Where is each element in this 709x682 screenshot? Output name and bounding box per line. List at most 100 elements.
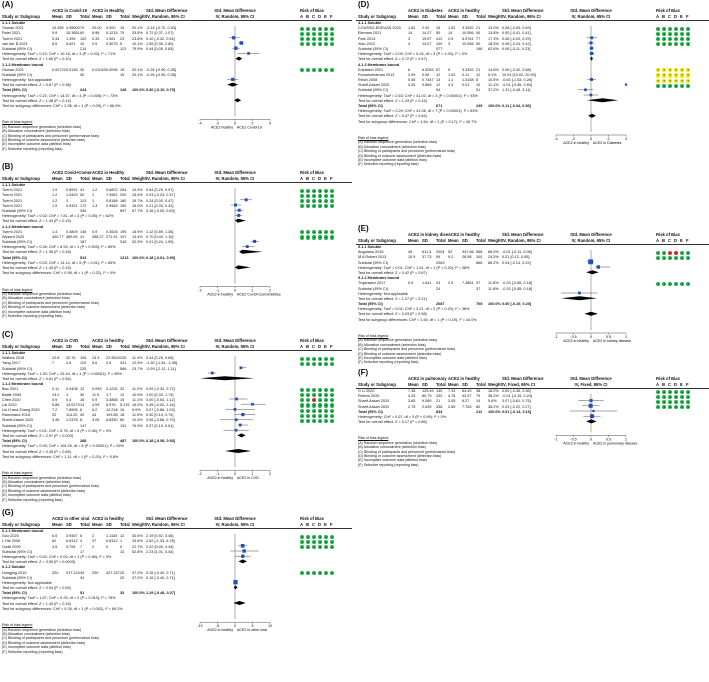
table-cell: 3.05	[448, 399, 456, 404]
risk-of-bias-dot: +	[300, 188, 305, 193]
table-cell: 10.556	[462, 31, 474, 36]
x-tick-label: 2	[608, 137, 610, 141]
risk-of-bias-dot: +	[306, 193, 311, 199]
table-cell: 1.4	[52, 229, 58, 234]
risk-of-bias-dot: +	[318, 193, 323, 199]
table-cell: 23.6%	[132, 539, 143, 544]
column-header: SD	[106, 522, 112, 527]
legend-item: (D) Blinding of outcome assessment (dete…	[2, 138, 86, 143]
risk-of-bias-dot: +	[324, 408, 329, 413]
table-cell: 11.8%	[488, 286, 499, 291]
row-label: Test for subgroup differences: Chi² = 1.…	[2, 454, 119, 459]
x-tick-label: 4	[625, 137, 627, 141]
table-cell: 12	[436, 83, 441, 88]
risk-of-bias-dot: +	[300, 193, 305, 199]
rob-column-letter: D	[318, 176, 322, 181]
table-cell: 0.9	[92, 397, 98, 402]
risk-of-bias-dot: +	[324, 199, 329, 204]
table-cell: 37.2%	[488, 88, 499, 93]
table-cell: 52.8%	[132, 549, 143, 554]
risk-of-bias-dot: +	[674, 405, 679, 410]
risk-of-bias-dot: +	[306, 408, 311, 413]
risk-of-bias-dot: +	[680, 281, 685, 286]
table-cell: 2.23 [1.01, 3.44]	[146, 549, 174, 554]
table-cell: 513	[80, 255, 87, 260]
study-effect-box	[241, 554, 245, 558]
study-effect-box	[233, 580, 238, 585]
study-effect-box	[234, 428, 238, 432]
table-cell: 15	[120, 397, 125, 402]
risk-of-bias-dot: +	[656, 26, 661, 31]
table-cell: 107	[120, 234, 127, 239]
statistic-line: Heterogeneity: Tau² = 0.26; Chi² = 8.93,…	[0, 245, 352, 250]
risk-of-bias-dot: +	[668, 281, 673, 286]
x-tick-label: -0.5	[570, 335, 576, 339]
table-cell: 0.06 [-0.11, 0.23]	[502, 46, 531, 51]
smd-plot-title: Std. Mean Difference	[570, 232, 612, 237]
legend-item: (A) Random sequence generation (selectio…	[2, 292, 82, 296]
row-label: Battle 2006	[2, 392, 22, 397]
table-cell: 79.9%	[132, 46, 143, 51]
risk-of-bias-dot: +	[312, 387, 317, 392]
risk-of-bias-title: Risk of Bias	[300, 8, 324, 13]
table-cell: 1.2	[52, 198, 58, 203]
table-cell: 489.59	[66, 234, 78, 239]
table-cell: 0.15 [-0.40, 0.71]	[146, 575, 175, 580]
table-cell: 40	[80, 413, 85, 418]
row-label: COUSSG-EDEUAS 2020	[358, 26, 401, 31]
table-cell: 38.2%	[488, 394, 499, 399]
x-tick-label: -1	[554, 335, 557, 339]
row-label: Tuerhi 2021	[2, 193, 23, 198]
rob-column-letter: C	[312, 14, 316, 19]
column-header: Mean	[448, 382, 459, 387]
study-effect-box	[231, 77, 235, 82]
risk-of-bias-dot: +	[306, 204, 311, 209]
table-cell: 47.2%	[132, 575, 143, 580]
table-row: Guo 2020 6.5 3.9457 6 2 1.1154 12 30.5% 2.19 [0.…	[0, 534, 352, 539]
table-cell: 6.5	[52, 534, 58, 539]
rob-column-letter: A	[300, 14, 304, 19]
rob-column-letter: F	[686, 382, 689, 387]
table-cell: 180	[120, 198, 127, 203]
statistic-line: Test for overall effect: Z = 0.17 (P = 0…	[356, 420, 709, 425]
risk-of-bias-dot: +	[324, 545, 329, 550]
table-cell: 10	[476, 83, 481, 88]
rob-column-letter: D	[674, 382, 678, 387]
risk-of-bias-dot: +	[330, 37, 335, 42]
table-cell: 5.9761	[462, 36, 474, 41]
table-cell: 5.1%	[488, 72, 497, 77]
rob-column-letter: F	[330, 14, 333, 19]
table-cell: 1	[66, 198, 69, 203]
table-cell: 1	[120, 539, 123, 544]
table-cell: 80	[476, 404, 481, 409]
experimental-group-title: ACE2 in other viral	[52, 516, 90, 521]
risk-of-bias-dot: +	[300, 356, 305, 361]
table-cell: 19.0%	[132, 402, 143, 407]
legend-item: (D) Blinding of outcome assessment (dete…	[2, 488, 86, 493]
rob-column-letter: B	[662, 14, 666, 19]
table-cell: -1.30 [-1.54, -1.06]	[146, 361, 178, 366]
row-label: Test for overall effect: Z = 1.35 (P = 0…	[2, 250, 71, 255]
study-effect-box	[234, 203, 238, 207]
table-cell: 57	[436, 67, 441, 72]
risk-of-bias-dot: +	[680, 250, 685, 255]
subgroup-effect-diamond	[227, 82, 239, 87]
table-row: G Li 2020 7.38 125.49 140 7.33 63.49 38 18.0% 0.…	[356, 389, 709, 394]
study-effect-box	[231, 36, 236, 40]
row-label: Subtotal (95% CI)	[358, 286, 388, 291]
risk-of-bias-dot: +	[668, 83, 673, 88]
x-tick-label: -2	[216, 121, 219, 125]
table-cell: 16.9%	[132, 229, 143, 234]
table-cell: 2.75	[408, 404, 416, 409]
control-group-title: ACE2 in Healthy	[92, 8, 125, 13]
study-effect-box	[596, 265, 601, 269]
statistic-line: Test for overall effect: Z = 1.43 (P = 0…	[0, 602, 352, 607]
row-label: Test for overall effect: Z = 0.61 (P = 0…	[2, 376, 71, 381]
risk-of-bias-dot: +	[318, 413, 323, 418]
risk-of-bias-dot: +	[324, 235, 329, 240]
risk-of-bias-dot: +	[662, 250, 667, 255]
table-cell: 5.86	[52, 402, 60, 407]
table-row: Chen 2020 0.9 0.4 18 0.9 3.4858 15 11.1% 0.00 [-…	[0, 398, 352, 403]
forest-panel-f: (F)ACE2 in pulmonary diseaseACE2 in heal…	[356, 368, 709, 478]
table-cell: 917.124	[66, 570, 80, 575]
